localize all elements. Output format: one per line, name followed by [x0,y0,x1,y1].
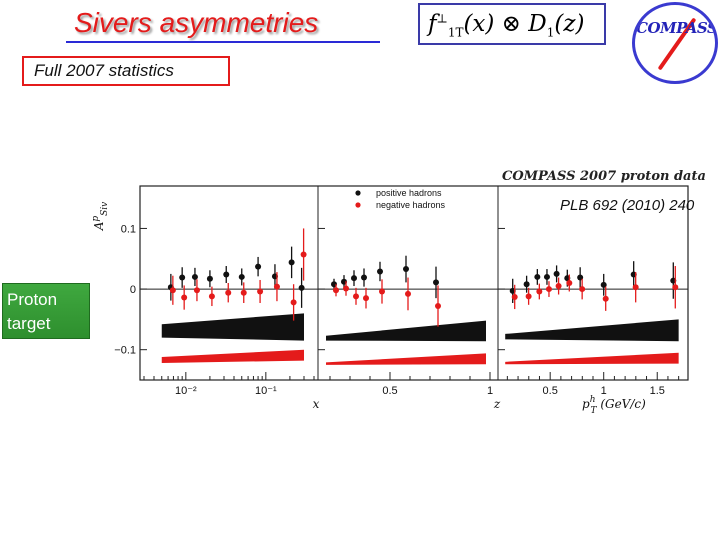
positive-hadron-point [238,273,245,280]
negative-hadron-point [379,288,385,295]
systematic-band-positive [161,313,305,341]
negative-hadron-point [525,293,532,300]
plot-frame [139,185,689,381]
negative-hadron-point [602,295,609,302]
negative-hadron-point [353,293,359,300]
x-tick-label: 0.5 [543,385,558,397]
legend-label: positive hadrons [376,188,442,198]
negative-hadron-point [672,284,679,291]
x-axis-label: x [313,397,320,411]
systematic-band-negative [326,353,486,365]
negative-hadron-point [300,251,307,258]
negative-hadron-point [290,299,297,306]
positive-hadron-point [179,274,186,281]
negative-hadron-point [511,293,518,300]
positive-hadron-point [377,268,383,275]
negative-hadron-point [632,284,639,291]
x-tick-label: 1 [601,385,607,397]
negative-hadron-point [536,288,543,295]
positive-hadron-point [206,275,213,282]
positive-hadron-point [403,266,409,273]
negative-hadron-point [405,290,411,297]
positive-hadron-point [361,274,367,281]
x-axis-label: ph T (GeV/c) [582,395,646,416]
reference-label: PLB 692 (2010) 240 [560,197,695,214]
y-axis-label: ApSiv [91,202,110,232]
positive-hadron-point [523,281,530,288]
target-label-line1: Proton [7,290,58,309]
formula-end: (z) [554,11,585,37]
systematic-band-negative [161,349,305,364]
chart-header-bg [496,164,692,186]
legend-label: negative hadrons [376,200,446,210]
negative-hadron-point [333,287,339,294]
negative-hadron-point [181,294,188,301]
formula: f⊥1T(x) ⊗ D1(z) [428,11,584,40]
y-tick-label: 0.1 [121,223,136,235]
x-tick-label: 1 [487,385,493,397]
y-tick-label: −0.1 [114,345,136,357]
logo-text: COMPASS [636,19,718,37]
negative-hadron-point [566,280,573,286]
formula-f: f [428,11,437,37]
formula-d-sub: 1 [546,25,555,40]
target-label-box: Proton target [2,283,90,339]
positive-hadron-point [553,270,560,277]
positive-hadron-point [288,259,295,266]
positive-hadron-point [298,284,305,291]
formula-f-sub: 1T [447,25,464,40]
negative-hadron-point [169,287,176,294]
negative-hadron-point [579,286,586,293]
positive-hadron-point [600,281,607,288]
legend-marker [355,190,361,196]
negative-hadron-point [273,283,280,290]
positive-hadron-point [433,279,439,286]
positive-hadron-point [255,263,262,270]
positive-hadron-point [191,273,198,280]
negative-hadron-point [363,295,369,302]
negative-hadron-point [240,289,247,296]
negative-hadron-point [435,303,441,310]
negative-hadron-point [343,285,349,292]
target-label-line2: target [7,314,51,333]
x-tick-label: 10⁻² [175,385,197,397]
stats-label: Full 2007 statistics [34,61,174,80]
formula-box: f⊥1T(x) ⊗ D1(z) [418,3,606,45]
x-axis-label-sub: T [590,406,597,416]
y-axis-label-base: A [92,221,106,231]
stats-box: Full 2007 statistics [22,56,230,86]
negative-hadron-point [208,293,215,300]
formula-f-sup: ⊥ [436,11,448,26]
x-tick-label: 0.5 [382,385,397,397]
formula-mid: (x) ⊗ D [463,11,547,37]
systematic-band-positive [326,320,486,342]
y-tick-label: 0 [130,284,136,296]
negative-hadron-point [545,286,552,293]
y-axis-label-sub: Siv [100,202,110,216]
x-tick-label: 10⁻¹ [255,385,277,397]
negative-hadron-point [193,287,200,294]
slide-title: Sivers asymmetries [74,7,319,38]
x-axis-label-base: p [582,397,590,411]
positive-hadron-point [223,271,230,278]
negative-hadron-point [225,289,232,296]
systematic-band-positive [505,319,679,342]
positive-hadron-point [543,273,550,280]
x-axis-label-unit: (GeV/c) [597,397,647,411]
legend-marker [355,202,361,208]
negative-hadron-point [257,288,264,295]
positive-hadron-point [351,275,357,282]
x-axis-label: z [493,397,501,411]
positive-hadron-point [534,273,541,280]
y-axis-label-sup: p [91,216,101,222]
x-tick-label: 1.5 [650,385,665,397]
x-axis-label-sup: h [590,395,596,405]
slide-title-box: Sivers asymmetries [66,3,380,43]
systematic-band-negative [505,352,679,365]
negative-hadron-point [555,283,562,290]
chart-header: COMPASS 2007 proton data [502,169,706,184]
compass-logo: COMPASS [632,2,718,84]
